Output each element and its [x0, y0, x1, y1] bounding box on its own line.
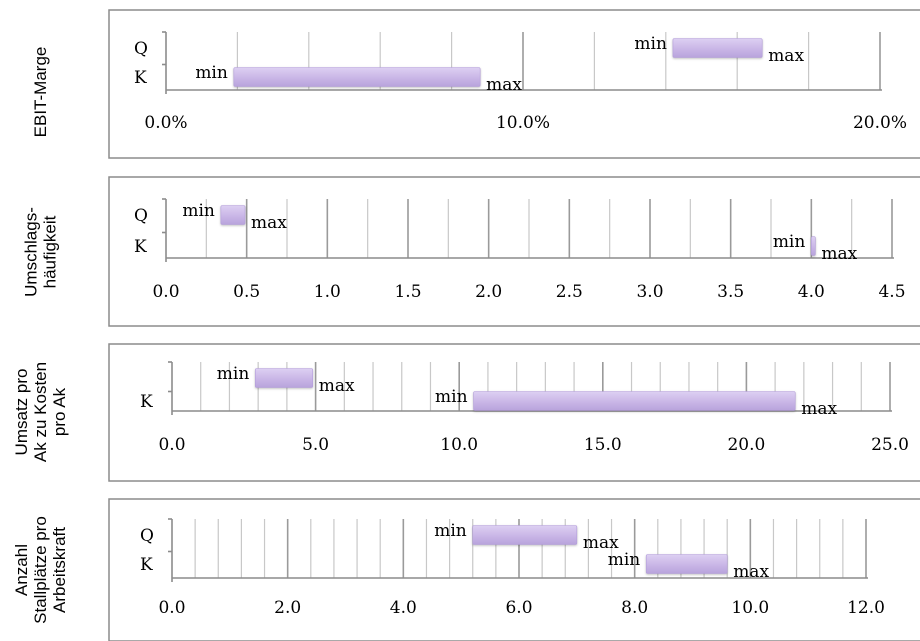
category-label: K	[140, 392, 153, 412]
panel-3: Umsatz pro Ak zu Kosten pro Ak K 0.0 5.0 10.0 1…	[12, 343, 920, 482]
x-tick-label: 2.5	[556, 282, 583, 302]
range-bar	[811, 236, 816, 256]
y-axis-label: Arbeitskraft	[50, 527, 69, 613]
range-bar	[233, 67, 481, 87]
panel-border	[108, 343, 920, 482]
range-bar	[473, 391, 796, 411]
range-bar	[672, 38, 763, 58]
category-label: K	[140, 555, 153, 575]
y-axis-label: pro Ak	[50, 387, 69, 436]
max-label: max	[733, 562, 769, 582]
x-tick-label: 20.0%	[853, 113, 907, 133]
min-label: min	[773, 232, 806, 252]
x-tick-label: 4.0	[798, 282, 825, 302]
x-tick-label: 3.5	[717, 282, 744, 302]
x-tick-label: 0.5	[233, 282, 260, 302]
range-bar	[472, 525, 578, 545]
max-label: max	[801, 399, 837, 419]
x-tick-label: 4.5	[878, 282, 905, 302]
x-tick-label: 4.0	[390, 598, 417, 618]
x-tick-label: 1.0	[314, 282, 341, 302]
x-tick-label: 10.0	[731, 598, 769, 618]
x-tick-label: 12.0	[847, 598, 885, 618]
max-label: max	[583, 533, 619, 553]
max-label: max	[768, 46, 804, 66]
panel-4: Anzahl Stallplätze pro Arbeitskraft QK 0.0 2.…	[12, 498, 920, 641]
panel-border	[108, 9, 920, 159]
max-label: max	[821, 244, 857, 264]
max-label: max	[486, 75, 522, 95]
x-tick-label: 25.0	[871, 435, 909, 455]
min-label: min	[634, 34, 667, 54]
min-label: min	[608, 550, 641, 570]
category-label: Q	[134, 206, 148, 226]
min-label: min	[435, 387, 468, 407]
x-tick-label: 0.0	[158, 435, 185, 455]
y-axis-label: häufigkeit	[41, 215, 60, 288]
x-tick-label: 1.5	[394, 282, 421, 302]
x-tick-label: 6.0	[505, 598, 532, 618]
x-tick-label: 0.0	[158, 598, 185, 618]
min-label: min	[182, 201, 215, 221]
x-tick-label: 5.0	[302, 435, 329, 455]
category-label: K	[134, 68, 147, 88]
x-tick-label: 10.0%	[496, 113, 550, 133]
range-bar	[220, 205, 246, 225]
panel-border	[108, 176, 920, 327]
panel-2: Umschlags-häufigkeit QK 0.0 0.5 1.0 1.5 2.0 2.5…	[22, 176, 920, 327]
y-axis-label: Ak zu Kosten	[31, 362, 50, 462]
x-tick-label: 0.0%	[144, 113, 187, 133]
range-bar	[645, 554, 728, 574]
y-axis-label: Anzahl	[12, 544, 31, 596]
x-tick-label: 20.0	[727, 435, 765, 455]
x-tick-label: 2.0	[475, 282, 502, 302]
x-tick-label: 2.0	[274, 598, 301, 618]
y-axis-label: Umschlags-	[22, 207, 41, 297]
min-label: min	[434, 521, 467, 541]
max-label: max	[251, 213, 287, 233]
max-label: max	[319, 376, 355, 396]
x-tick-label: 0.0	[152, 282, 179, 302]
y-axis-label: EBIT-Marge	[31, 47, 50, 138]
panel-border	[108, 498, 920, 641]
range-bar	[254, 368, 314, 388]
x-tick-label: 3.0	[636, 282, 663, 302]
category-label: Q	[140, 526, 154, 546]
y-axis-label: Stallplätze pro	[31, 516, 50, 624]
category-label: Q	[134, 39, 148, 59]
min-label: min	[195, 63, 228, 83]
y-axis-label: Umsatz pro	[12, 369, 31, 456]
x-tick-label: 10.0	[440, 435, 478, 455]
panel-1: EBIT-Marge QK 0.0% 10.0% 20.0% min max min max	[31, 9, 920, 159]
x-tick-label: 15.0	[584, 435, 622, 455]
x-tick-label: 8.0	[621, 598, 648, 618]
min-label: min	[217, 364, 250, 384]
category-label: K	[134, 237, 147, 257]
